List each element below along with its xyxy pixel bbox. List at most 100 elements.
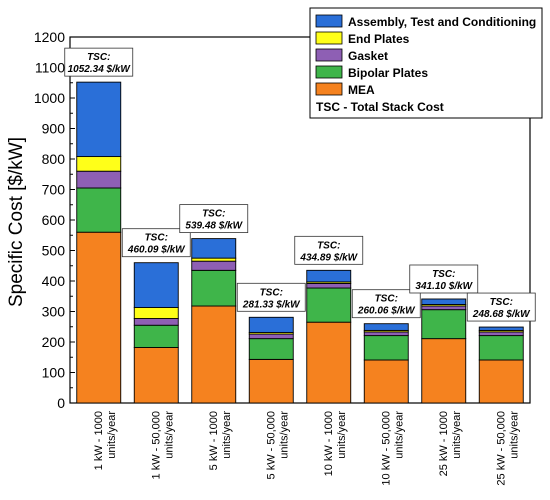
x-tick-label: 10 kW - 1000 [323, 411, 335, 476]
total-label-prefix: TSC: [145, 233, 168, 244]
x-tick-label-group: 25 kW - 50,000 units/year [495, 411, 520, 486]
y-tick-label: 700 [42, 182, 66, 198]
legend-entry: Gasket [348, 49, 388, 63]
total-label-prefix: TSC: [202, 209, 225, 220]
total-label: TSC:260.06 $/kW [351, 289, 421, 319]
total-label: TSC:434.89 $/kW [294, 235, 364, 265]
x-tick-label: 10 kW - 50,000 [380, 411, 392, 486]
total-label: TSC:1052.34 $/kW [64, 47, 134, 77]
bar-segment-assembly-test-and-conditioning [306, 269, 352, 283]
x-tick-label-group: 10 kW - 50,000 units/year [380, 411, 405, 486]
x-tick-label: 1 kW - 1000 [93, 411, 105, 470]
y-tick-label: 900 [42, 121, 66, 137]
x-tick-label-line2: units/year [163, 411, 175, 459]
total-label-box [121, 228, 191, 258]
bar-segment-assembly-test-and-conditioning [133, 262, 179, 308]
bar-segment-bipolar-plates [363, 335, 409, 361]
bar-segment-mea [421, 338, 467, 404]
bar-segment-mea [248, 358, 294, 404]
total-label-value: 281.33 $/kW [242, 299, 301, 310]
legend-swatch [315, 82, 343, 96]
total-label: TSC:281.33 $/kW [236, 282, 306, 312]
total-label-box [294, 235, 364, 265]
bar-segment-gasket [421, 305, 467, 311]
bar-segment-gasket [478, 331, 524, 337]
total-label-box [466, 292, 536, 322]
total-label-box [64, 47, 134, 77]
bar-segment-mea [478, 359, 524, 404]
legend-swatch [315, 14, 343, 28]
bar-segment-bipolar-plates [248, 338, 294, 360]
bar-segment-bipolar-plates [76, 187, 122, 233]
bar-segment-end-plates [133, 307, 179, 319]
bar-segment-mea [76, 231, 122, 404]
total-label: TSC:341.10 $/kW [409, 264, 479, 294]
total-label-box [236, 282, 306, 312]
total-label-value: 260.06 $/kW [357, 306, 416, 317]
bar-segment-assembly-test-and-conditioning [248, 316, 294, 333]
y-tick-label: 1100 [35, 60, 65, 76]
total-label-value: 341.10 $/kW [415, 281, 473, 292]
bar-segment-bipolar-plates [421, 309, 467, 340]
x-tick-label-line2: units/year [508, 411, 520, 459]
bar-segment-gasket [363, 331, 409, 337]
total-label-value: 248.68 $/kW [472, 309, 531, 320]
x-tick-label-group: 5 kW - 50,000 units/year [265, 411, 290, 480]
legend-frame [309, 7, 543, 119]
x-tick-label-group: 1 kW - 1000 units/year [93, 411, 118, 471]
bar-segment-assembly-test-and-conditioning [421, 298, 467, 305]
bar-segment-bipolar-plates [191, 269, 237, 307]
x-tick-label-line2: units/year [336, 411, 348, 459]
y-tick-label: 800 [42, 151, 66, 167]
y-tick-label: 1200 [34, 29, 65, 45]
total-label-box [179, 204, 249, 234]
y-tick-label: 1000 [34, 90, 65, 106]
legend-entry: End Plates [348, 32, 410, 46]
total-label: TSC:248.68 $/kW [466, 292, 536, 322]
x-tick-label-line2: units/year [393, 411, 405, 459]
legend: Assembly, Test and Conditioning End Plate… [309, 7, 543, 119]
bar-segment-gasket [76, 170, 122, 189]
bar-segment-bipolar-plates [306, 287, 352, 323]
bar-segment-mea [306, 321, 352, 404]
bar-segment-assembly-test-and-conditioning [191, 238, 237, 259]
x-tick-label: 25 kW - 1000 [438, 411, 450, 476]
total-label-prefix: TSC: [260, 287, 283, 298]
total-label-prefix: TSC: [432, 269, 455, 280]
bar-segment-assembly-test-and-conditioning [76, 81, 122, 158]
x-tick-label: 25 kW - 50,000 [495, 411, 507, 486]
legend-swatch [315, 48, 343, 62]
bar-segment-end-plates [76, 156, 122, 172]
total-label-prefix: TSC: [490, 297, 513, 308]
bar-segment-mea [191, 305, 237, 404]
legend-entry: Assembly, Test and Conditioning [348, 15, 536, 29]
x-tick-label-line2: units/year [221, 411, 233, 459]
x-tick-label-group: 1 kW - 50,000 units/year [150, 411, 175, 480]
x-tick-label: 5 kW - 50,000 [265, 411, 277, 479]
bar-segment-bipolar-plates [478, 335, 524, 361]
legend-entry: MEA [348, 83, 375, 97]
total-label-value: 460.09 $/kW [127, 245, 186, 256]
bar-segment-assembly-test-and-conditioning [478, 326, 524, 331]
y-tick-label: 200 [42, 334, 66, 350]
total-label-prefix: TSC: [375, 294, 398, 305]
x-tick-label: 5 kW - 1000 [208, 411, 220, 470]
total-label-prefix: TSC: [317, 240, 340, 251]
legend-swatch [315, 31, 343, 45]
total-label: TSC:539.48 $/kW [179, 204, 249, 234]
x-tick-label-group: 5 kW - 1000 units/year [208, 411, 233, 471]
bar-segment-gasket [191, 260, 237, 271]
total-label-value: 539.48 $/kW [185, 221, 243, 232]
x-tick-label: 1 kW - 50,000 [150, 411, 162, 479]
legend-swatch [315, 65, 343, 79]
y-tick-label: 400 [42, 273, 66, 289]
y-tick-label: 0 [57, 395, 65, 411]
y-axis: 0 100 200 300 400 500 600 700 800 900 1000 1100 1200 [34, 29, 75, 411]
bars [76, 81, 524, 404]
total-label-value: 1052.34 $/kW [68, 64, 132, 75]
total-label-box [409, 264, 479, 294]
total-label-prefix: TSC: [87, 52, 110, 63]
bar-segment-gasket [133, 318, 179, 326]
